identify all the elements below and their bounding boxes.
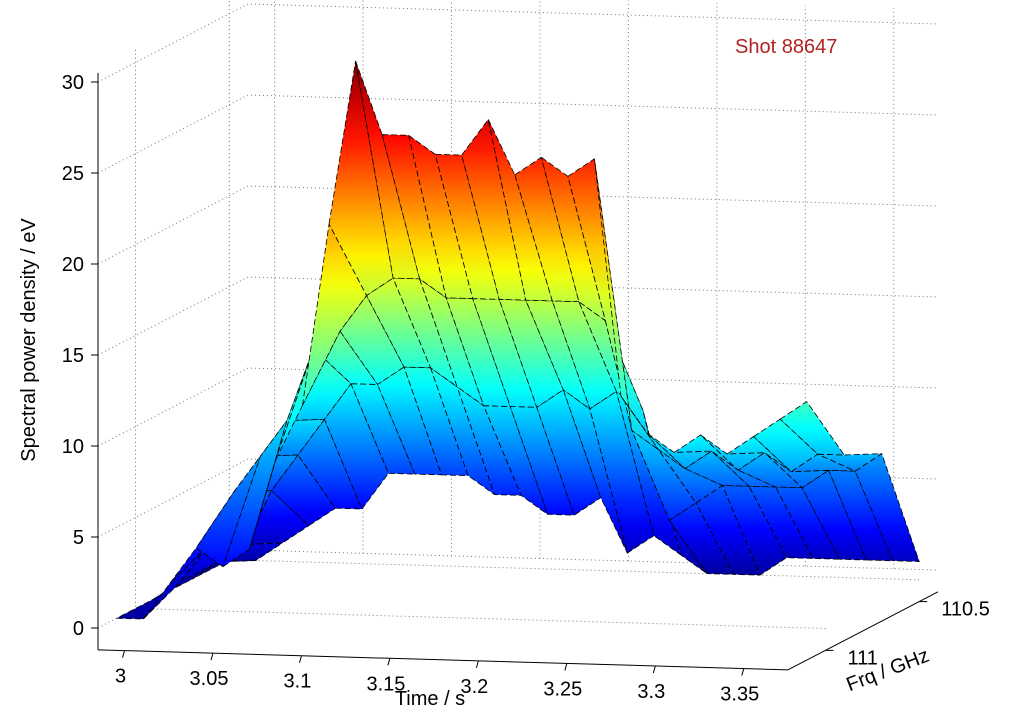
x-tick-label-5: 3.25	[543, 678, 582, 700]
z-tick-label-5: 25	[62, 163, 84, 185]
x-tick-6	[652, 665, 656, 674]
z-tick-label-3: 15	[62, 345, 84, 367]
z-tick-label-4: 20	[62, 254, 84, 276]
surface-patch-2-21	[748, 485, 814, 559]
x-tick-label-4: 3.2	[460, 676, 488, 698]
x-tick-label-0: 3	[115, 666, 126, 688]
z-tick-label-6: 30	[62, 72, 84, 94]
grid-line-z-1	[97, 458, 939, 538]
x-tick-label-3: 3.15	[366, 673, 405, 695]
surface-patch-2-24	[828, 469, 894, 562]
surface-patch-0-19	[620, 395, 686, 469]
surface-patch-0-18	[594, 158, 659, 450]
surface-patch-1-13	[498, 298, 564, 408]
grid-line-z-5	[97, 94, 939, 174]
y-axis-line	[787, 591, 939, 671]
x-tick-4	[475, 660, 479, 669]
surface-patch-0-8	[328, 60, 394, 296]
z-tick-label-0: 0	[73, 618, 84, 640]
surface-patch-0-1	[142, 545, 208, 620]
y-tick-label-0: 111	[848, 647, 878, 669]
x-tick-3	[387, 658, 391, 666]
surface-patch-2-20	[722, 485, 787, 576]
x-tick-1	[210, 653, 214, 661]
x-tick-label-6: 3.3	[637, 681, 665, 703]
x-tick-7	[741, 668, 745, 676]
x-tick-2	[298, 655, 302, 663]
surface-patch-0-6	[275, 330, 341, 460]
surface-patch-0-22	[700, 434, 766, 471]
x-tick-0	[122, 650, 126, 658]
z-axis-title: Spectral power density / eV	[18, 218, 40, 462]
surface-patch-2-22	[775, 486, 841, 560]
shot-annotation: Shot 88647	[735, 36, 837, 58]
grid-line-z-2	[97, 367, 939, 447]
y-tick-label-1: 110.5	[941, 599, 990, 621]
z-tick-label-2: 10	[62, 436, 84, 458]
surface-layer	[116, 60, 920, 620]
grid-line-z-3	[97, 276, 939, 356]
x-tick-label-1: 3.05	[190, 668, 229, 690]
surface-patch-1-15	[551, 300, 617, 410]
surface-patch-0-25	[779, 401, 845, 456]
surface-patch-0-20	[647, 433, 712, 469]
x-axis-line	[97, 649, 789, 671]
surface-patch-1-25	[817, 453, 883, 472]
x-tick-label-2: 3.1	[284, 671, 312, 693]
x-tick-label-7: 3.35	[720, 684, 759, 706]
x-axis-title: Time / s	[395, 688, 465, 710]
grid-line-z-4	[97, 185, 939, 265]
grid-line-z-6	[97, 3, 939, 83]
axes-layer: 0 5 10 15 20 25 30 3 3.05 3.1 3.15 3.2 3.25 3.3 3.35 11…	[62, 72, 990, 706]
z-tick-label-1: 5	[73, 527, 84, 549]
x-tick-5	[564, 663, 568, 671]
surface-patch-2-6	[350, 383, 416, 475]
